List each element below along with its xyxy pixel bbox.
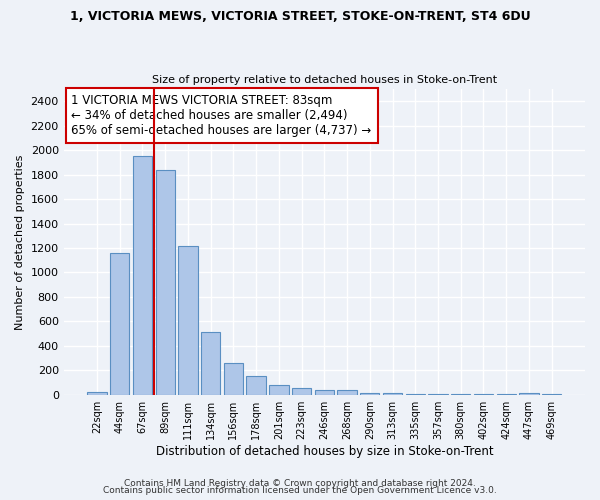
- Title: Size of property relative to detached houses in Stoke-on-Trent: Size of property relative to detached ho…: [152, 76, 497, 86]
- X-axis label: Distribution of detached houses by size in Stoke-on-Trent: Distribution of detached houses by size …: [155, 444, 493, 458]
- Text: 1 VICTORIA MEWS VICTORIA STREET: 83sqm
← 34% of detached houses are smaller (2,4: 1 VICTORIA MEWS VICTORIA STREET: 83sqm ←…: [71, 94, 372, 136]
- Bar: [519, 393, 539, 394]
- Bar: [155, 170, 175, 394]
- Bar: [292, 388, 311, 394]
- Bar: [178, 246, 197, 394]
- Text: 1, VICTORIA MEWS, VICTORIA STREET, STOKE-ON-TRENT, ST4 6DU: 1, VICTORIA MEWS, VICTORIA STREET, STOKE…: [70, 10, 530, 23]
- Bar: [88, 392, 107, 394]
- Bar: [269, 385, 289, 394]
- Bar: [314, 390, 334, 394]
- Bar: [110, 254, 130, 394]
- Y-axis label: Number of detached properties: Number of detached properties: [15, 154, 25, 330]
- Bar: [337, 390, 357, 394]
- Text: Contains HM Land Registry data © Crown copyright and database right 2024.: Contains HM Land Registry data © Crown c…: [124, 478, 476, 488]
- Bar: [224, 362, 243, 394]
- Bar: [201, 332, 220, 394]
- Bar: [133, 156, 152, 394]
- Bar: [247, 376, 266, 394]
- Bar: [360, 392, 379, 394]
- Text: Contains public sector information licensed under the Open Government Licence v3: Contains public sector information licen…: [103, 486, 497, 495]
